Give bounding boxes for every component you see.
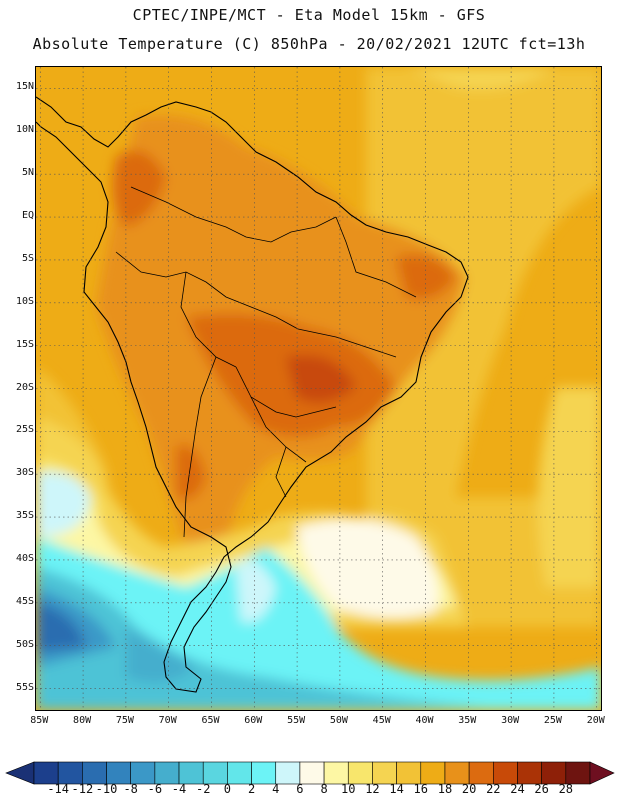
colorbar-swatch (468, 761, 494, 785)
field-24-core (286, 355, 356, 403)
lat-label: 5N (21, 167, 34, 179)
colorbar-swatch (396, 761, 422, 785)
lon-label: 80W (73, 715, 92, 726)
colorbar-swatch (130, 761, 156, 785)
lat-lon-grid (36, 67, 601, 710)
colorbar-tick-label: 10 (341, 782, 356, 796)
colorbar-swatch (33, 761, 59, 785)
colorbar-tick-label: 24 (510, 782, 525, 796)
colorbar-swatch (57, 761, 83, 785)
colorbar-swatch (493, 761, 518, 785)
colorbar-swatch (444, 761, 470, 785)
field-minus2-patagonia (126, 627, 196, 683)
lon-label: 75W (115, 715, 134, 726)
lat-label: 35S (15, 510, 34, 522)
colorbar-tick-label: -6 (147, 782, 163, 796)
colorbar-under-arrow (5, 761, 35, 785)
lon-label: 25W (543, 715, 562, 726)
lon-label: 40W (415, 715, 434, 726)
lat-label: 10N (15, 124, 34, 136)
coastline (36, 96, 469, 693)
lon-label: 30W (501, 715, 520, 726)
lat-label: 55S (15, 681, 34, 693)
colorbar-swatch (323, 761, 349, 785)
lon-label: 50W (329, 715, 348, 726)
colorbar-over-arrow (589, 761, 615, 785)
colorbar-swatch (227, 761, 252, 785)
colorbar-tick-label: 14 (389, 782, 404, 796)
colorbar-tick-label: 8 (320, 782, 328, 796)
map-panel (35, 66, 602, 711)
lat-label: 15N (15, 81, 34, 93)
colorbar-swatch (517, 761, 542, 785)
colorbar-tick-label: 0 (223, 782, 231, 796)
colorbar-tick-label: -8 (123, 782, 138, 796)
colorbar-swatch (82, 761, 107, 785)
lat-label: EQ (21, 210, 34, 222)
colorbar-swatch (541, 761, 567, 785)
colorbar-swatch (420, 761, 446, 785)
lat-label: 15S (15, 338, 34, 350)
map-subtitle: Absolute Temperature (C) 850hPa - 20/02/… (32, 35, 586, 53)
lon-label: 85W (30, 715, 49, 726)
colorbar-tick-label: 26 (534, 782, 549, 796)
colorbar-swatch (565, 761, 591, 785)
lon-label: 35W (458, 715, 477, 726)
lon-label: 70W (158, 715, 177, 726)
lat-label: 10S (15, 295, 34, 307)
field-8-cutoff (296, 519, 439, 619)
field-22-andes (176, 445, 206, 500)
colorbar-tick-label: 22 (486, 782, 501, 796)
colorbar-tick-label: 4 (272, 782, 280, 796)
colorbar-swatch (154, 761, 180, 785)
colorbar-swatch (299, 761, 325, 785)
field-22-northeast (396, 254, 456, 300)
colorbar-tick-label: -14 (47, 782, 70, 796)
field-14-north (406, 67, 556, 90)
colorbar-swatch (106, 761, 131, 785)
lat-label: 5S (21, 252, 34, 264)
colorbar-tick-label: -10 (95, 782, 118, 796)
colorbar-tick-label: -4 (171, 782, 187, 796)
lon-label: 20W (586, 715, 605, 726)
colorbar-swatch (178, 761, 204, 785)
field-6-argentine-sea (236, 560, 276, 623)
colorbar-tick-label: 6 (296, 782, 304, 796)
colorbar-tick-label: -12 (71, 782, 94, 796)
colorbar-swatch (372, 761, 397, 785)
field-6-pacific (36, 471, 91, 537)
colorbar-tick-label: 2 (247, 782, 256, 796)
lat-label: 50S (15, 638, 34, 650)
colorbar-tick-label: 20 (461, 782, 477, 796)
colorbar-tick-label: -2 (195, 782, 211, 796)
lat-label: 25S (15, 424, 34, 436)
map-title: CPTEC/INPE/MCT - Eta Model 15km - GFS (132, 6, 486, 24)
lat-label: 40S (15, 552, 34, 564)
colorbar-swatch (347, 761, 373, 785)
temperature-map (36, 67, 601, 710)
colorbar-swatch (202, 761, 228, 785)
colorbar-tick-label: 16 (413, 782, 428, 796)
field-16-east (366, 67, 601, 627)
lat-label: 20S (15, 381, 34, 393)
country-borders (115, 186, 417, 538)
colorbar-swatch (251, 761, 277, 785)
lat-label: 45S (15, 595, 34, 607)
lon-label: 60W (244, 715, 263, 726)
lon-label: 65W (201, 715, 220, 726)
colorbar (5, 761, 615, 785)
lon-label: 55W (287, 715, 306, 726)
temperature-field (36, 67, 601, 710)
colorbar-tick-label: 12 (365, 782, 380, 796)
lat-label: 30S (15, 467, 34, 479)
colorbar-swatch (275, 761, 301, 785)
lon-label: 45W (372, 715, 391, 726)
field-minus8-southwest (36, 602, 86, 652)
colorbar-tick-label: 28 (558, 782, 574, 796)
colorbar-tick-label: 18 (437, 782, 453, 796)
